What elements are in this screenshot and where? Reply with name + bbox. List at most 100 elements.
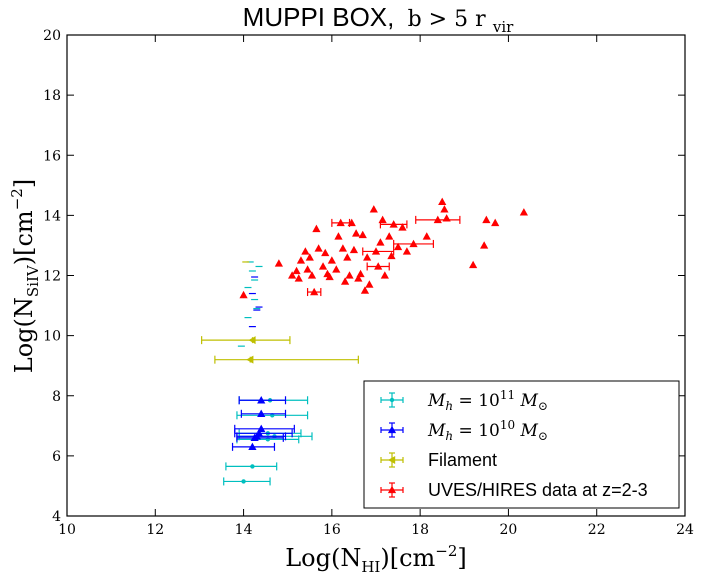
data-point xyxy=(318,262,328,270)
legend-marker xyxy=(387,485,397,494)
data-point xyxy=(389,220,398,228)
title-subscript: vir xyxy=(492,18,514,36)
data-point xyxy=(343,253,352,261)
y-tick-label: 14 xyxy=(43,208,61,224)
series-1 xyxy=(231,276,295,451)
title-main: MUPPI BOX, xyxy=(243,2,395,32)
data-point xyxy=(371,247,381,255)
data-point xyxy=(393,242,403,251)
data-point xyxy=(303,265,312,273)
data-point xyxy=(349,245,359,254)
y-tick-label: 16 xyxy=(43,148,61,164)
data-point xyxy=(239,290,248,299)
data-point xyxy=(241,479,246,484)
data-point xyxy=(385,232,394,240)
data-point xyxy=(248,442,257,451)
x-tick-label: 12 xyxy=(146,522,164,538)
y-tick-label: 4 xyxy=(52,509,61,525)
data-point xyxy=(288,271,297,279)
y-tick-label: 18 xyxy=(43,88,61,104)
y-tick-label: 6 xyxy=(52,449,61,465)
data-point xyxy=(360,286,370,294)
legend-marker xyxy=(387,425,397,434)
chart-title: MUPPI BOX, b > 5 r vir xyxy=(243,2,514,36)
data-point xyxy=(338,244,348,252)
y-tick-label: 10 xyxy=(43,329,61,345)
legend-label-mh10: Mh = 1010 M⊙ xyxy=(427,418,548,443)
xlabel-prefix: Log(N xyxy=(285,544,361,572)
series-3 xyxy=(239,197,528,299)
data-point xyxy=(301,247,310,255)
data-point xyxy=(294,274,303,282)
ylabel-power: −2 xyxy=(8,188,26,210)
data-point xyxy=(380,271,389,279)
legend-marker xyxy=(389,397,395,403)
data-point xyxy=(340,277,350,285)
x-axis-label: Log(NHI)[cm−2] xyxy=(285,542,467,576)
data-point xyxy=(250,433,259,442)
data-point xyxy=(398,223,407,231)
y-tick-label: 8 xyxy=(52,389,61,405)
xlabel-close: ] xyxy=(457,544,466,572)
legend: Mh = 1011 M⊙ Mh = 1010 M⊙ Filament UVES/… xyxy=(363,380,680,509)
data-point xyxy=(442,214,451,222)
data-point xyxy=(327,256,336,264)
xlabel-subscript: HI xyxy=(361,558,380,576)
data-point xyxy=(354,274,363,282)
data-point xyxy=(352,229,361,237)
x-tick-label: 10 xyxy=(58,522,76,538)
data-point xyxy=(257,409,266,417)
x-tick-labels: 10 12 14 16 18 20 22 24 xyxy=(58,522,694,538)
data-point xyxy=(363,253,372,261)
data-point xyxy=(334,232,343,240)
legend-label-uves: UVES/HIRES data at z=2-3 xyxy=(428,480,648,500)
data-point xyxy=(274,259,283,267)
data-point xyxy=(305,253,314,261)
data-point xyxy=(332,265,341,273)
x-tick-label: 14 xyxy=(235,522,253,538)
data-point xyxy=(257,396,266,404)
data-point xyxy=(376,238,385,246)
x-tick-label: 24 xyxy=(676,522,694,538)
series-2 xyxy=(201,261,359,364)
legend-marker xyxy=(388,456,396,464)
xlabel-power: −2 xyxy=(435,542,457,560)
ticks-group xyxy=(66,34,686,517)
data-point xyxy=(409,239,418,248)
ylabel-subscript: SiIV xyxy=(24,264,42,297)
x-tick-label: 18 xyxy=(411,522,429,538)
data-point xyxy=(402,247,412,255)
data-point xyxy=(321,248,330,257)
data-point xyxy=(422,232,431,240)
data-point xyxy=(336,218,345,227)
data-point xyxy=(310,287,319,296)
data-point xyxy=(480,241,489,249)
data-point xyxy=(433,215,442,224)
data-point xyxy=(482,215,491,224)
legend-markers xyxy=(380,392,404,498)
data-point xyxy=(438,197,447,206)
legend-label-filament: Filament xyxy=(428,450,497,470)
data-point xyxy=(358,230,367,239)
legend-box xyxy=(363,380,680,509)
ylabel-close: ] xyxy=(10,179,38,188)
data-point xyxy=(307,271,317,279)
xlabel-suffix: )[cm xyxy=(380,544,435,572)
data-point xyxy=(314,244,323,252)
data-point xyxy=(325,272,334,281)
data-point xyxy=(387,251,396,260)
data-point xyxy=(440,205,449,213)
legend-label-mh11: Mh = 1011 M⊙ xyxy=(427,388,548,413)
data-point xyxy=(250,464,255,469)
y-tick-label: 20 xyxy=(43,28,61,44)
data-point xyxy=(356,269,365,278)
data-point xyxy=(365,280,374,288)
ylabel-prefix: Log(N xyxy=(10,297,38,373)
data-point xyxy=(469,260,478,269)
x-tick-label: 16 xyxy=(323,522,341,538)
y-tick-labels: 4 6 8 10 12 14 16 18 20 xyxy=(43,28,61,525)
series-0 xyxy=(223,261,313,486)
data-point xyxy=(292,266,301,275)
y-tick-label: 12 xyxy=(43,269,61,285)
